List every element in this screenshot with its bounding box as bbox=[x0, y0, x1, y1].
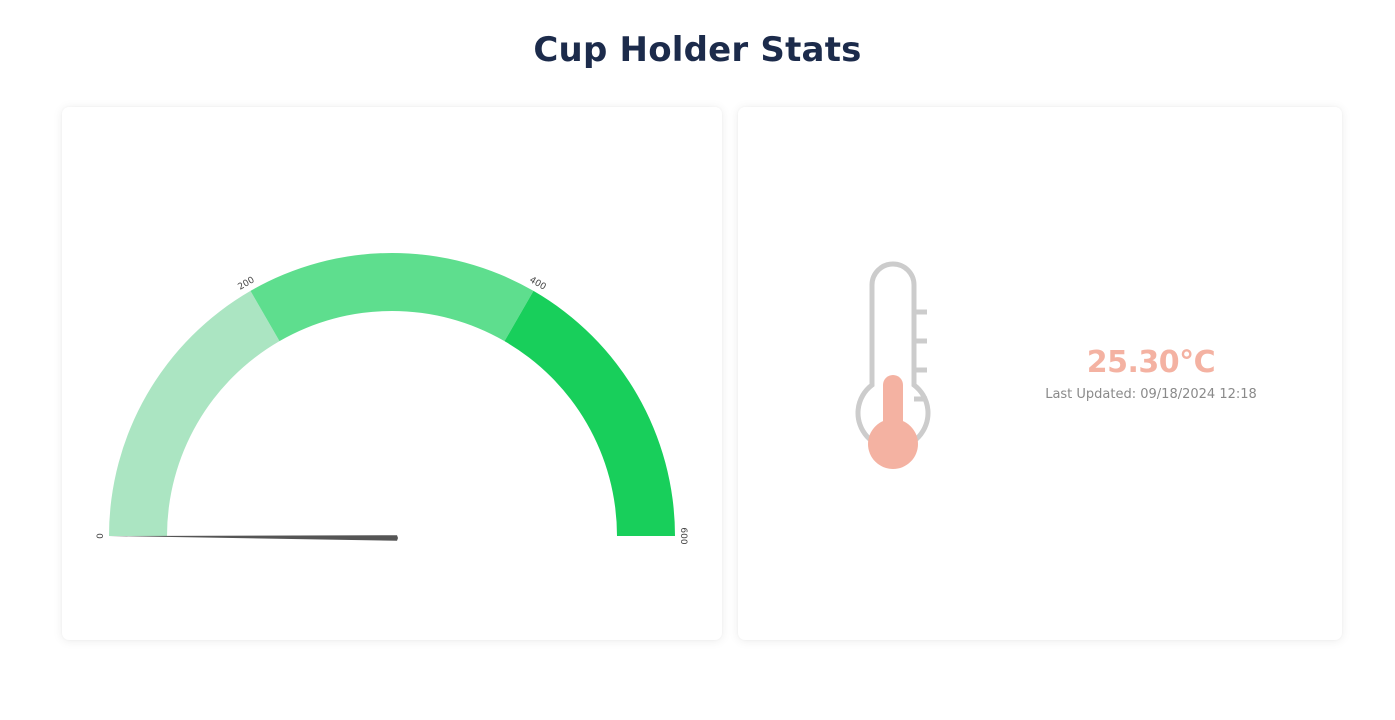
gauge-band-3 bbox=[504, 290, 675, 536]
gauge-needle bbox=[109, 535, 398, 541]
gauge-band-2 bbox=[250, 252, 534, 342]
temperature-card: 25.30°C Last Updated: 09/18/2024 12:18 bbox=[738, 107, 1342, 640]
temperature-value: 25.30°C bbox=[1086, 345, 1216, 380]
gauge-band-1 bbox=[109, 290, 280, 536]
thermometer-icon bbox=[855, 261, 931, 469]
page-title: Cup Holder Stats bbox=[533, 30, 862, 70]
gauge-card: 0 200 400 600 bbox=[62, 107, 722, 640]
last-updated-text: Last Updated: 09/18/2024 12:18 bbox=[1045, 387, 1257, 402]
gauge-tick-label: 600 bbox=[678, 527, 688, 544]
gauge-tick-label: 0 bbox=[96, 533, 106, 539]
